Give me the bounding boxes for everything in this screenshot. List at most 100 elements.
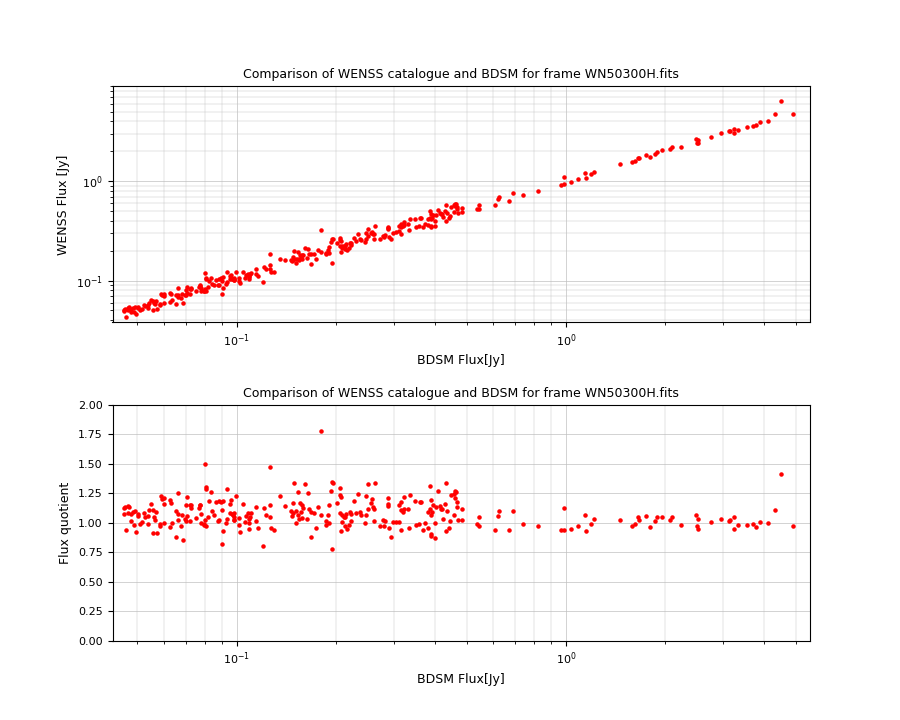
Point — [449, 198, 464, 210]
Point — [154, 490, 168, 502]
Point — [243, 269, 257, 280]
Title: Comparison of WENSS catalogue and BDSM for frame WN50300H.fits: Comparison of WENSS catalogue and BDSM f… — [243, 387, 680, 400]
Point — [263, 462, 277, 473]
Point — [176, 297, 191, 309]
Point — [361, 230, 375, 242]
Point — [435, 503, 449, 515]
Point — [434, 503, 448, 515]
Point — [213, 273, 228, 284]
Point — [366, 503, 381, 515]
Point — [359, 509, 374, 521]
Point — [131, 302, 146, 313]
Point — [222, 271, 237, 282]
Point — [722, 515, 736, 526]
Point — [262, 511, 276, 523]
Point — [392, 220, 406, 231]
Point — [774, 96, 788, 107]
Point — [304, 531, 319, 543]
Point — [242, 271, 256, 283]
Point — [433, 207, 447, 219]
Point — [118, 501, 132, 513]
Point — [442, 523, 456, 534]
Point — [447, 509, 462, 521]
Point — [403, 213, 418, 225]
Point — [373, 233, 387, 245]
Point — [319, 247, 333, 258]
Point — [650, 146, 664, 158]
Point — [354, 235, 368, 246]
Point — [121, 507, 135, 518]
Point — [625, 520, 639, 531]
Point — [309, 253, 323, 264]
Point — [263, 258, 277, 270]
Point — [472, 521, 486, 532]
Point — [342, 520, 356, 531]
Point — [396, 221, 410, 233]
Point — [199, 482, 213, 493]
Point — [256, 276, 270, 288]
Point — [410, 519, 424, 531]
Point — [227, 511, 241, 523]
Point — [377, 520, 392, 531]
Point — [426, 499, 440, 510]
Point — [488, 524, 502, 536]
Point — [232, 275, 247, 287]
Point — [183, 516, 197, 527]
Point — [488, 199, 502, 211]
Point — [357, 236, 372, 248]
Point — [449, 486, 464, 498]
Point — [367, 220, 382, 232]
Point — [501, 524, 516, 536]
Point — [491, 192, 506, 203]
Point — [179, 287, 194, 299]
Point — [295, 249, 310, 261]
Point — [264, 523, 278, 534]
Point — [216, 282, 230, 294]
Point — [230, 266, 244, 277]
Point — [402, 225, 417, 236]
Point — [222, 499, 237, 510]
Point — [430, 204, 445, 215]
Point — [760, 518, 775, 529]
Point — [333, 525, 347, 536]
Point — [130, 510, 145, 522]
Point — [285, 256, 300, 267]
Point — [141, 297, 156, 308]
Y-axis label: Flux quotient: Flux quotient — [59, 482, 73, 564]
Point — [304, 258, 319, 269]
Point — [155, 493, 169, 505]
Point — [691, 523, 706, 534]
Point — [285, 510, 300, 522]
Point — [433, 500, 447, 511]
Point — [212, 273, 227, 284]
Point — [193, 499, 207, 510]
Point — [163, 494, 177, 505]
Point — [212, 279, 226, 291]
Point — [298, 479, 312, 490]
Point — [307, 507, 321, 518]
Point — [212, 279, 226, 291]
Point — [411, 518, 426, 529]
Point — [430, 485, 445, 496]
Point — [216, 526, 230, 537]
Point — [215, 271, 230, 283]
Point — [448, 199, 463, 210]
Point — [240, 508, 255, 519]
Point — [321, 499, 336, 510]
Point — [326, 233, 340, 245]
Point — [774, 469, 788, 480]
Point — [285, 497, 300, 508]
Point — [197, 518, 211, 530]
Point — [123, 515, 138, 526]
Point — [158, 288, 172, 300]
Point — [204, 272, 219, 284]
Point — [148, 506, 163, 518]
Point — [579, 525, 593, 536]
Point — [179, 491, 194, 503]
Point — [366, 501, 381, 513]
Y-axis label: WENSS Flux [Jy]: WENSS Flux [Jy] — [58, 154, 70, 255]
Point — [278, 500, 293, 511]
Point — [197, 285, 211, 297]
Point — [314, 246, 328, 258]
Point — [147, 528, 161, 539]
